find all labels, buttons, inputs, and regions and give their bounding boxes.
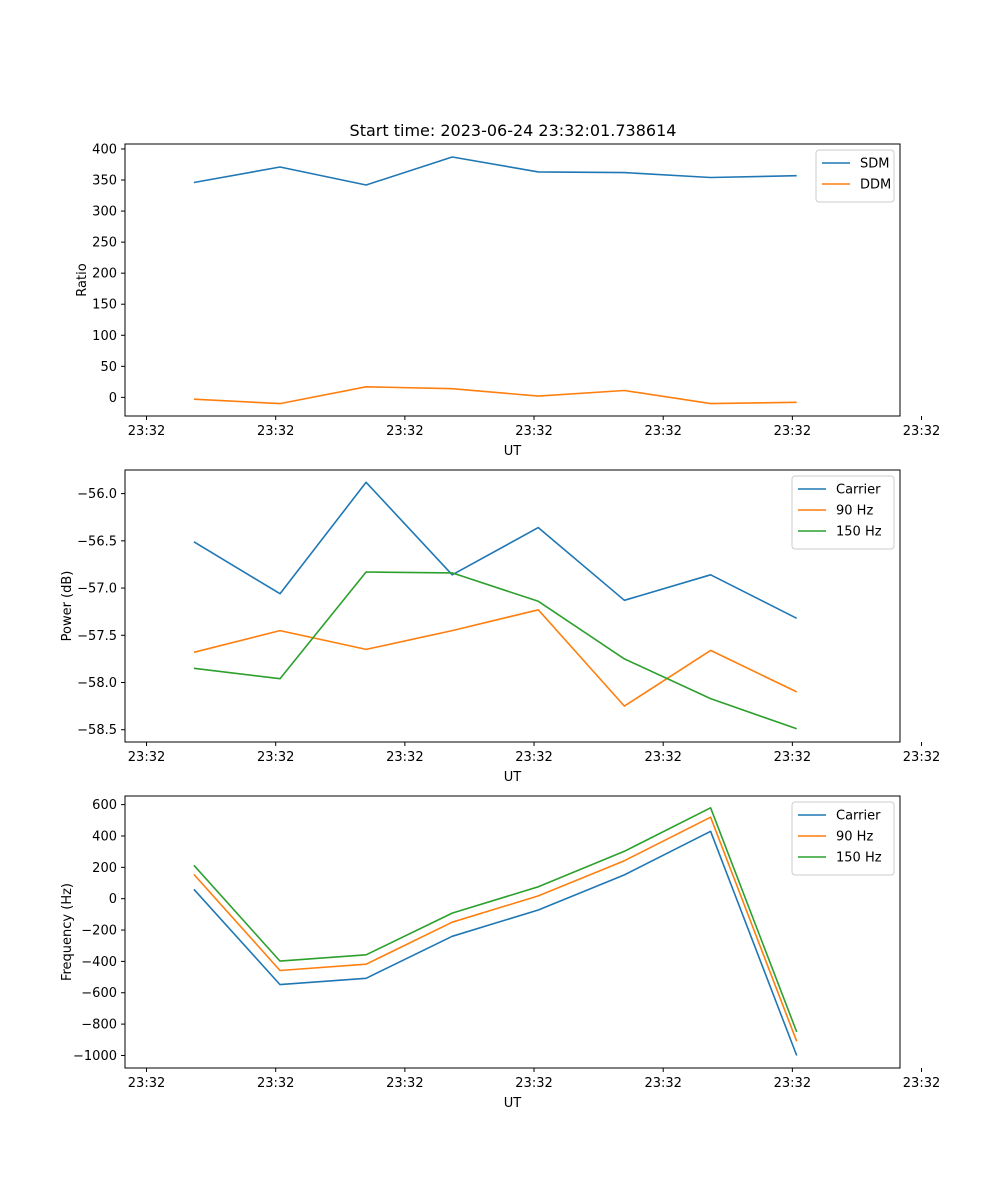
y-tick-label: 400	[92, 829, 117, 844]
legend-label: 150 Hz	[836, 525, 882, 540]
x-tick-label: 23:32	[774, 424, 811, 439]
y-tick-label: 600	[92, 798, 117, 813]
y-tick-label: 100	[92, 329, 117, 344]
axes-frame	[124, 469, 901, 743]
legend-label: Carrier	[836, 483, 881, 498]
y-tick-label: 300	[92, 205, 117, 220]
y-tick-label: 200	[92, 861, 117, 876]
x-tick-label: 23:32	[128, 424, 165, 439]
y-tick-label: 350	[92, 174, 117, 189]
y-tick-label: −56.0	[77, 487, 117, 502]
x-tick-label: 23:32	[257, 750, 294, 765]
x-tick-label: 23:32	[644, 750, 681, 765]
x-tick-label: 23:32	[257, 424, 294, 439]
y-tick-label: −1000	[73, 1049, 117, 1064]
y-tick-label: 200	[92, 267, 117, 282]
axes-frame	[124, 143, 901, 417]
y-tick-label: 400	[92, 142, 117, 157]
legend: Carrier 90 Hz 150 Hz	[791, 801, 895, 876]
series-line-ddm	[193, 385, 797, 405]
x-tick-label: 23:32	[386, 750, 423, 765]
y-axis-label: Power (dB)	[60, 571, 75, 642]
legend-label: SDM	[860, 157, 889, 172]
y-tick-label: 50	[100, 360, 117, 375]
x-tick-label: 23:32	[774, 750, 811, 765]
x-tick-label: 23:32	[386, 424, 423, 439]
series-line-carrier	[193, 481, 798, 620]
legend-label: DDM	[860, 178, 891, 193]
x-tick-label: 23:32	[128, 1076, 165, 1091]
y-tick-label: −58.0	[77, 676, 117, 691]
legend-label: 90 Hz	[836, 830, 873, 845]
ratio-panel: 23:32 23:32 23:32 23:32 23:32 23:32 23:32 0 50 10…	[75, 142, 940, 459]
x-tick-label: 23:32	[644, 1076, 681, 1091]
power-panel: 23:32 23:32 23:32 23:32 23:32 23:32 23:32 −58.5…	[60, 469, 940, 785]
legend: Carrier 90 Hz 150 Hz	[791, 475, 895, 550]
y-axis-label: Frequency (Hz)	[60, 883, 75, 981]
series-line-150-hz	[193, 806, 798, 1033]
series-line-150-hz	[193, 571, 797, 730]
x-tick-label: 23:32	[128, 750, 165, 765]
y-tick-label: −600	[81, 986, 117, 1001]
y-axis-label: Ratio	[75, 263, 90, 296]
legend-label: Carrier	[836, 809, 881, 824]
x-tick-label: 23:32	[903, 424, 940, 439]
x-tick-label: 23:32	[257, 1076, 294, 1091]
y-tick-label: −57.0	[77, 582, 117, 597]
y-tick-label: 0	[109, 892, 117, 907]
legend-label: 150 Hz	[836, 851, 882, 866]
legend: SDM DDM	[815, 149, 895, 203]
y-tick-label: −56.5	[77, 534, 117, 549]
x-tick-label: 23:32	[903, 750, 940, 765]
y-tick-label: −800	[81, 1018, 117, 1033]
series-line-90-hz	[193, 608, 798, 707]
legend-label: 90 Hz	[836, 504, 873, 519]
x-tick-label: 23:32	[386, 1076, 423, 1091]
series-line-90-hz	[193, 816, 798, 1042]
axes-frame	[124, 795, 901, 1069]
x-tick-label: 23:32	[515, 424, 552, 439]
y-tick-label: −58.5	[77, 723, 117, 738]
x-tick-label: 23:32	[903, 1076, 940, 1091]
frequency-panel: 23:32 23:32 23:32 23:32 23:32 23:32 23:32 −1000…	[60, 795, 940, 1111]
y-tick-label: −57.5	[77, 629, 117, 644]
x-tick-label: 23:32	[515, 1076, 552, 1091]
x-tick-label: 23:32	[644, 424, 681, 439]
x-axis-label: UT	[504, 1096, 522, 1111]
series-line-carrier	[193, 830, 798, 1056]
chart-title: Start time: 2023-06-24 23:32:01.738614	[350, 121, 677, 140]
x-axis-label: UT	[504, 444, 522, 459]
x-axis-label: UT	[504, 770, 522, 785]
y-tick-label: −400	[81, 955, 117, 970]
y-tick-label: 150	[92, 298, 117, 313]
y-tick-label: 250	[92, 236, 117, 251]
x-tick-label: 23:32	[515, 750, 552, 765]
y-tick-label: −200	[81, 924, 117, 939]
x-tick-label: 23:32	[774, 1076, 811, 1091]
y-tick-label: 0	[109, 391, 117, 406]
series-line-sdm	[193, 156, 797, 186]
